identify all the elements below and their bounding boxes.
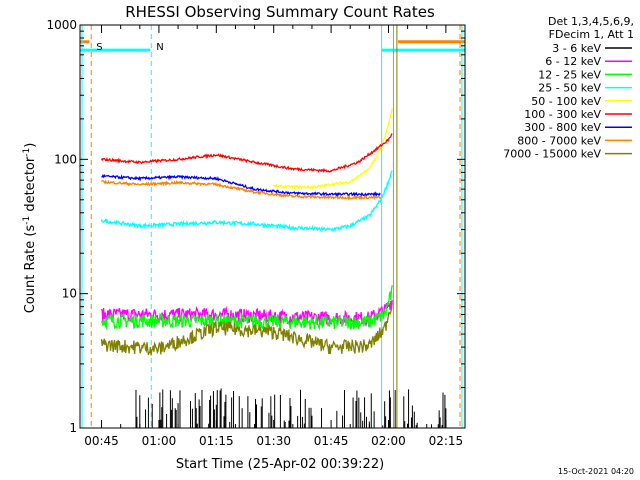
x-tick-label: 01:30 xyxy=(256,434,291,448)
x-tick-label: 02:00 xyxy=(371,434,406,448)
y-axis-label: Count Rate (s-1 detector-1) xyxy=(22,143,38,314)
plot-frame xyxy=(79,24,466,429)
series-50-100-keV xyxy=(273,108,393,190)
legend: Det 1,3,4,5,6,9, FDecim 1, Att 1 3 - 6 k… xyxy=(503,15,634,161)
marker-label-1: N xyxy=(156,42,163,53)
series-100-300-keV xyxy=(100,133,393,173)
legend-label: 12 - 25 keV xyxy=(538,68,601,81)
x-tick-label: 01:00 xyxy=(142,434,177,448)
legend-label: 3 - 6 keV xyxy=(552,42,601,55)
legend-label: 300 - 800 keV xyxy=(524,121,601,134)
footer-timestamp: 15-Oct-2021 04:20 xyxy=(558,467,634,476)
y-tick-label: 1000 xyxy=(46,18,77,32)
x-tick-label: 00:45 xyxy=(84,434,119,448)
series-12-25-keV xyxy=(100,285,393,331)
chart-title: RHESSI Observing Summary Count Rates xyxy=(125,3,435,21)
x-axis-label: Start Time (25-Apr-02 00:39:22) xyxy=(176,457,384,472)
y-tick-label: 100 xyxy=(54,152,77,166)
legend-label: 50 - 100 keV xyxy=(531,95,601,108)
series-300-800-keV xyxy=(101,174,381,198)
x-tick-label: 01:45 xyxy=(314,434,349,448)
legend-label: 25 - 50 keV xyxy=(538,82,601,95)
marker-label-0: S xyxy=(96,42,102,53)
legend-label: 100 - 300 keV xyxy=(524,108,601,121)
legend-header-line-1: Det 1,3,4,5,6,9, xyxy=(548,15,634,28)
series-7000-15000-keV xyxy=(100,302,393,356)
y-tick-label: 1 xyxy=(69,421,77,435)
x-tick-label: 01:15 xyxy=(199,434,234,448)
legend-header-line-2: FDecim 1, Att 1 xyxy=(549,28,634,41)
legend-label: 7000 - 15000 keV xyxy=(503,148,601,161)
axes: 1 10 100 1000 00:45 01:00 01:15 01:30 01:45 02:00… xyxy=(46,18,466,448)
x-tick-label: 02:15 xyxy=(429,434,464,448)
legend-label: 800 - 7000 keV xyxy=(517,134,601,147)
series-25-50-keV xyxy=(100,170,393,232)
series-800-7000-keV xyxy=(101,179,381,201)
legend-label: 6 - 12 keV xyxy=(545,55,601,68)
y-tick-label: 10 xyxy=(62,287,77,301)
